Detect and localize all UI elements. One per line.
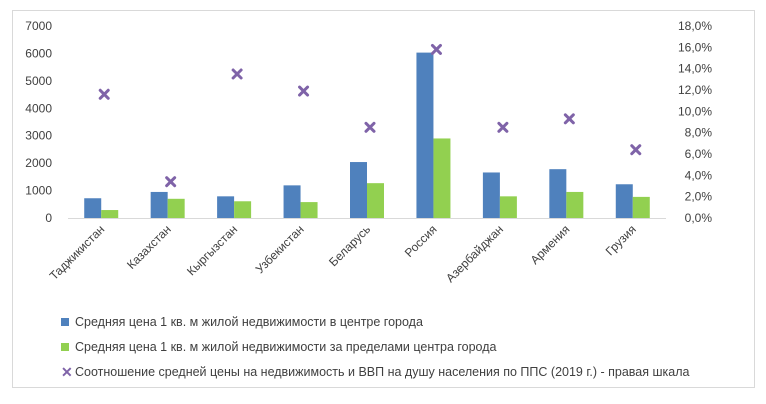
ratio-marker — [630, 144, 642, 156]
category-label: Россия — [402, 222, 440, 260]
category-label: Таджикистан — [47, 222, 108, 283]
bar-outside — [300, 202, 318, 218]
y-left-tick-label: 7000 — [25, 19, 52, 33]
legend-swatch-outside — [61, 342, 69, 351]
category-label: Армения — [528, 222, 573, 267]
bar-center — [416, 52, 434, 218]
legend-item-center: Средняя цена 1 кв. м жилой недвижимости … — [61, 309, 689, 334]
category-label: Кыргызстан — [184, 222, 240, 278]
category-label: Казахстан — [124, 222, 174, 272]
y-left-tick-label: 5000 — [25, 74, 52, 88]
y-right-tick-label: 14,0% — [678, 62, 712, 76]
bar-outside — [367, 183, 384, 218]
chart-plot: 0 1000 2000 3000 4000 5000 6000 7000 0,0% 2,0% 4,0… — [25, 19, 713, 285]
bar-center — [150, 191, 168, 218]
bar-center — [84, 198, 102, 218]
chart-frame: 0 1000 2000 3000 4000 5000 6000 7000 0,0% 2,0% 4,0… — [12, 10, 755, 388]
legend-item-outside: Средняя цена 1 кв. м жилой недвижимости … — [61, 334, 689, 359]
y-left-tick-label: 4000 — [25, 101, 52, 115]
category-label: Азербайджан — [443, 222, 506, 285]
y-left-tick-label: 0 — [45, 211, 52, 225]
ratio-marker — [563, 113, 575, 125]
bar-center — [283, 185, 301, 218]
bar-outside — [632, 196, 650, 218]
y-right-tick-label: 4,0% — [685, 168, 713, 182]
ratio-marker — [364, 121, 376, 133]
legend-x-marker-icon: ✕ — [61, 363, 73, 380]
y-right-tick-label: 10,0% — [678, 104, 712, 118]
y-right-tick-label: 6,0% — [685, 147, 713, 161]
y-left-tick-label: 1000 — [25, 184, 52, 198]
bar-center — [482, 172, 500, 218]
bar-outside — [101, 210, 119, 218]
y-right-tick-label: 2,0% — [685, 190, 713, 204]
ratio-marker — [98, 88, 110, 100]
bar-outside — [167, 198, 185, 218]
ratio-marker — [298, 85, 310, 97]
y-left-tick-label: 3000 — [25, 129, 52, 143]
legend-label-outside: Средняя цена 1 кв. м жилой недвижимости … — [75, 339, 497, 354]
y-right-tick-label: 0,0% — [685, 211, 713, 225]
ratio-marker — [497, 121, 509, 133]
ratio-marker — [165, 176, 177, 188]
legend: Средняя цена 1 кв. м жилой недвижимости … — [61, 309, 689, 384]
bar-center — [615, 184, 633, 218]
y-left-tick-label: 2000 — [25, 156, 52, 170]
legend-item-ratio: ✕ Соотношение средней цены на недвижимос… — [61, 359, 689, 384]
y-right-tick-label: 8,0% — [685, 126, 713, 140]
category-label: Грузия — [603, 222, 639, 258]
legend-swatch-center — [61, 317, 69, 326]
ratio-marker — [430, 43, 442, 55]
ratio-marker — [231, 68, 243, 80]
y-left-tick-label: 6000 — [25, 46, 52, 60]
bar-center — [350, 162, 367, 218]
bar-outside — [566, 191, 584, 218]
legend-label-ratio: Соотношение средней цены на недвижимость… — [75, 364, 690, 379]
category-label: Беларусь — [326, 222, 373, 269]
y-right-tick-label: 18,0% — [678, 19, 712, 33]
bar-center — [217, 196, 235, 218]
category-label: Узбекистан — [253, 222, 307, 276]
legend-label-center: Средняя цена 1 кв. м жилой недвижимости … — [75, 314, 423, 329]
y-right-tick-label: 12,0% — [678, 83, 712, 97]
bar-outside — [234, 201, 252, 218]
bar-outside — [433, 138, 451, 218]
bar-center — [549, 169, 567, 218]
bar-outside — [499, 196, 517, 218]
y-right-tick-label: 16,0% — [678, 40, 712, 54]
